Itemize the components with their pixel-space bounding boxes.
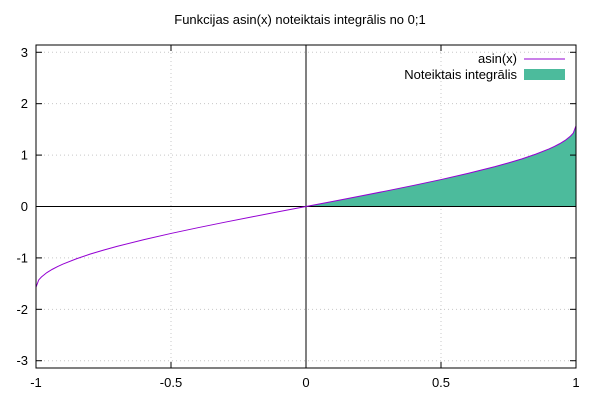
x-tick-label: 0.5 bbox=[432, 375, 450, 390]
x-tick-label: 0 bbox=[302, 375, 309, 390]
y-tick-label: -3 bbox=[16, 353, 28, 368]
y-tick-label: 3 bbox=[21, 45, 28, 60]
legend-label-asin: asin(x) bbox=[478, 51, 517, 66]
y-tick-label: 1 bbox=[21, 148, 28, 163]
x-tick-label: -0.5 bbox=[160, 375, 182, 390]
y-tick-label: -1 bbox=[16, 250, 28, 265]
legend: asin(x)Noteiktais integrālis bbox=[404, 51, 565, 82]
fill-layer bbox=[306, 125, 576, 207]
x-tick-label: -1 bbox=[30, 375, 42, 390]
integral-area bbox=[306, 125, 576, 207]
chart-title: Funkcijas asin(x) noteiktais integrālis … bbox=[174, 12, 425, 27]
y-tick-label: -2 bbox=[16, 302, 28, 317]
asin-line bbox=[35, 125, 577, 288]
line-layer bbox=[35, 125, 577, 288]
y-tick-label: 0 bbox=[21, 199, 28, 214]
legend-label-integral: Noteiktais integrālis bbox=[404, 67, 517, 82]
legend-swatch-integral bbox=[524, 69, 565, 80]
y-tick-label: 2 bbox=[21, 96, 28, 111]
x-tick-label: 1 bbox=[572, 375, 579, 390]
tick-layer: -1 -0.5 0 0.5 1 -3 -2 -1 0 1 2 3 bbox=[16, 45, 579, 390]
